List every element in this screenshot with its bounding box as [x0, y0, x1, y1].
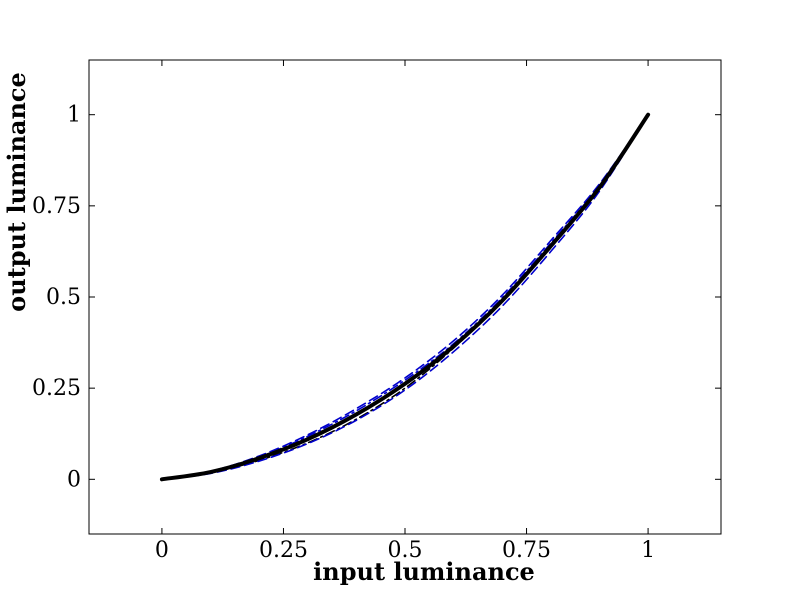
y-tick-label: 0.5 — [46, 285, 81, 310]
y-tick-label: 0.75 — [32, 194, 81, 219]
x-tick-label: 0.75 — [502, 538, 551, 563]
plot-frame — [88, 59, 722, 535]
y-tick-label: 0 — [67, 467, 81, 492]
x-axis-title: input luminance — [313, 557, 535, 586]
y-tick-label: 0.25 — [32, 376, 81, 401]
series-layer — [159, 112, 651, 482]
series-line — [161, 113, 649, 481]
ticks-layer: 0 0.25 0.5 0.75 1 0 0.25 0.5 0.75 1 — [32, 60, 721, 563]
y-tick-label: 1 — [67, 103, 81, 128]
series-line — [159, 112, 651, 482]
series-line — [161, 113, 649, 481]
series-line — [161, 113, 649, 481]
x-tick-label: 0 — [155, 538, 169, 563]
x-tick-label: 0.25 — [259, 538, 308, 563]
series-line — [161, 113, 649, 481]
x-tick-label: 1 — [641, 538, 655, 563]
y-axis-title: output luminance — [2, 72, 31, 312]
x-tick-label: 0.5 — [388, 538, 423, 563]
